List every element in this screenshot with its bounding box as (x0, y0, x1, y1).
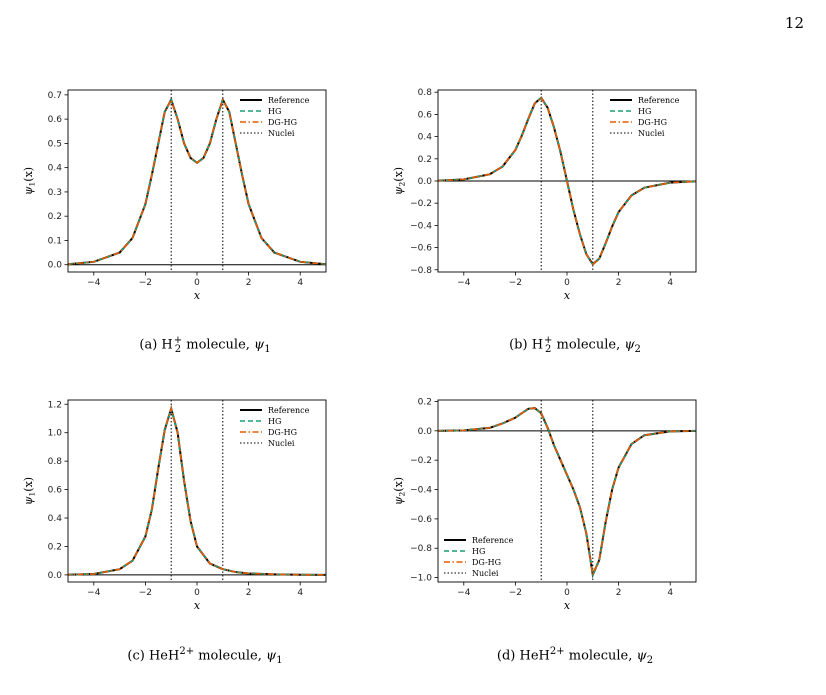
legend-label-dg-hg: DG-HG (638, 118, 667, 127)
y-tick-label: 0.5 (48, 139, 62, 149)
x-tick-label: 2 (246, 588, 252, 598)
x-tick-label: 0 (194, 278, 200, 288)
legend-label-nuclei: Nuclei (268, 129, 295, 138)
chart-a: −4 −2 0 2 4 0.0 0.1 0.2 0.3 0.4 0.5 0.6 0.7 x ψ1(x) Ref… (22, 89, 327, 302)
chart-c: −4 −2 0 2 4 0.0 0.2 0.4 0.6 0.8 1.0 1.2 x ψ1(x) Refere… (22, 399, 327, 612)
y-tick-label: 0.2 (418, 155, 432, 165)
legend-label-hg: HG (472, 547, 485, 556)
y-tick-label: 1.2 (48, 400, 62, 410)
x-tick-label: 4 (667, 278, 673, 288)
legend-label-nuclei: Nuclei (472, 569, 499, 578)
y-tick-label: −0.4 (410, 486, 432, 496)
chart-b: −4 −2 0 2 4 −0.8 −0.6 −0.4 −0.2 0.0 0.2 0.4 0.6 0.8 x ψ… (392, 88, 697, 302)
series-dg-hg-line (67, 97, 327, 266)
x-tick-label: 0 (564, 278, 570, 288)
y-tick-label: 0.8 (48, 457, 63, 467)
y-tick-label: −1.0 (410, 574, 432, 584)
caption-a: (a) H +2 molecule, ψ1 (139, 335, 271, 356)
x-axis-label: x (194, 599, 201, 612)
x-tick-label: −4 (87, 588, 101, 598)
y-tick-label: 0.1 (48, 236, 62, 246)
x-tick-label: 4 (667, 588, 673, 598)
y-tick-label: 1.0 (48, 429, 63, 439)
legend-label-reference: Reference (638, 96, 680, 105)
y-tick-label: 0.8 (418, 88, 433, 98)
y-axis-label: ψ1(x) (22, 167, 37, 195)
y-tick-label: 0.2 (48, 542, 62, 552)
x-axis-label: x (194, 289, 201, 302)
legend-label-reference: Reference (472, 536, 514, 545)
y-axis-label: ψ2(x) (392, 477, 407, 505)
series-dg-hg-line (67, 405, 327, 576)
x-axis-label: x (564, 289, 571, 302)
caption-d: (d) HeH2+ molecule, ψ2 (496, 646, 654, 666)
x-tick-label: −2 (509, 278, 522, 288)
x-axis-label: x (564, 599, 571, 612)
figure-panel-b: −4 −2 0 2 4 −0.8 −0.6 −0.4 −0.2 0.0 0.2 0.4 0.6 0.8 x ψ… (380, 82, 770, 382)
x-tick-label: 0 (194, 588, 200, 598)
y-tick-label: 0.4 (48, 164, 63, 174)
y-tick-label: 0.3 (48, 188, 62, 198)
y-tick-label: −0.8 (410, 544, 432, 554)
legend-label-dg-hg: DG-HG (268, 118, 297, 127)
y-tick-label: −0.8 (410, 266, 432, 276)
legend-label-nuclei: Nuclei (638, 129, 665, 138)
y-axis-label: ψ1(x) (22, 477, 37, 505)
legend-label-hg: HG (638, 107, 651, 116)
page-number: 12 (784, 14, 804, 32)
legend-label-dg-hg: DG-HG (472, 558, 501, 567)
x-tick-label: −4 (457, 278, 471, 288)
y-axis-label: ψ2(x) (392, 167, 407, 195)
x-tick-label: 2 (246, 278, 252, 288)
y-tick-label: 0.0 (48, 261, 63, 271)
y-tick-label: 0.4 (418, 133, 433, 143)
caption-b: (b) H +2 molecule, ψ2 (509, 335, 641, 356)
x-tick-label: 4 (297, 278, 303, 288)
legend-label-hg: HG (268, 417, 281, 426)
figure-panel-c: −4 −2 0 2 4 0.0 0.2 0.4 0.6 0.8 1.0 1.2 x ψ1(x) Refere… (10, 392, 400, 692)
y-tick-label: 0.7 (48, 91, 62, 101)
legend-label-hg: HG (268, 107, 281, 116)
legend-label-nuclei: Nuclei (268, 439, 295, 448)
y-tick-label: −0.6 (410, 244, 432, 254)
series-dg-hg-line (437, 407, 697, 578)
y-tick-label: −0.2 (410, 456, 432, 466)
x-tick-label: 2 (616, 588, 622, 598)
x-tick-label: −2 (139, 278, 152, 288)
caption-c: (c) HeH2+ molecule, ψ1 (127, 646, 283, 666)
figure-panel-d: −4 −2 0 2 4 −1.0 −0.8 −0.6 −0.4 −0.2 0.0 0.2 x ψ2(x) R… (380, 392, 770, 692)
x-tick-label: −2 (509, 588, 522, 598)
y-tick-label: 0.6 (48, 115, 63, 125)
legend-label-reference: Reference (268, 96, 310, 105)
y-tick-label: 0.0 (418, 427, 433, 437)
y-tick-label: −0.6 (410, 515, 432, 525)
legend-label-reference: Reference (268, 406, 310, 415)
y-tick-label: 0.0 (48, 571, 63, 581)
x-tick-label: 4 (297, 588, 303, 598)
x-tick-label: −4 (87, 278, 101, 288)
y-tick-label: −0.4 (410, 221, 432, 231)
legend-label-dg-hg: DG-HG (268, 428, 297, 437)
y-tick-label: 0.4 (48, 514, 63, 524)
y-tick-label: 0.0 (418, 177, 433, 187)
series-dg-hg-line (437, 96, 697, 266)
chart-d: −4 −2 0 2 4 −1.0 −0.8 −0.6 −0.4 −0.2 0.0 0.2 x ψ2(x) R… (392, 397, 697, 612)
x-tick-label: 0 (564, 588, 570, 598)
y-tick-label: 0.2 (418, 397, 432, 407)
y-tick-label: 0.2 (48, 212, 62, 222)
figure-panel-a: −4 −2 0 2 4 0.0 0.1 0.2 0.3 0.4 0.5 0.6 0.7 x ψ1(x) Ref… (10, 82, 400, 382)
y-tick-label: 0.6 (48, 486, 63, 496)
x-tick-label: −4 (457, 588, 471, 598)
x-tick-label: −2 (139, 588, 152, 598)
x-tick-label: 2 (616, 278, 622, 288)
y-tick-label: 0.6 (418, 110, 433, 120)
y-tick-label: −0.2 (410, 199, 432, 209)
